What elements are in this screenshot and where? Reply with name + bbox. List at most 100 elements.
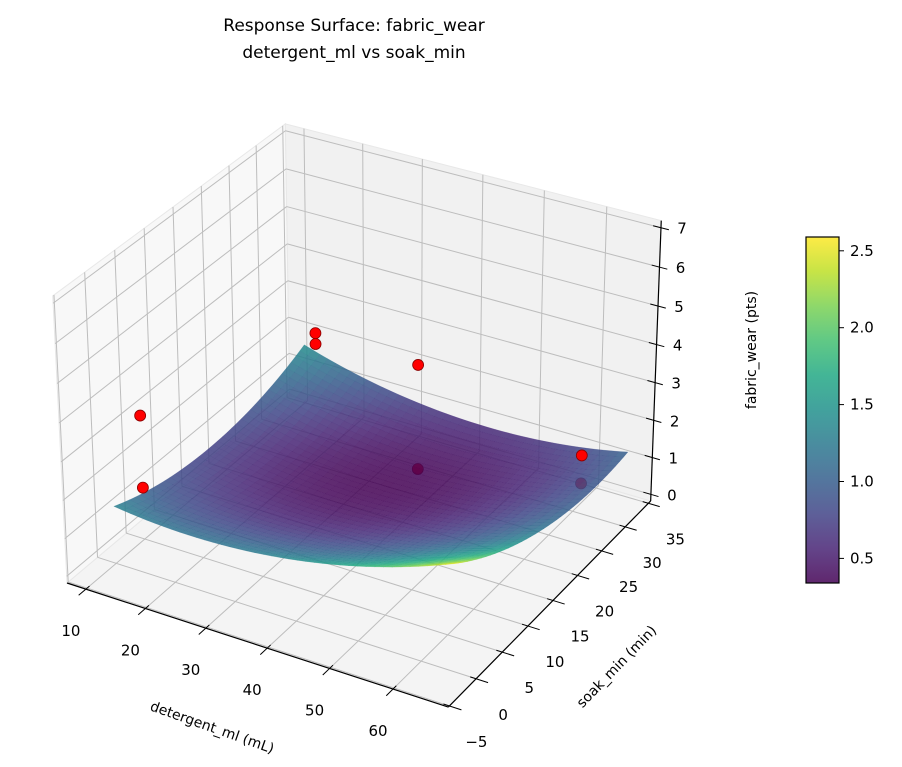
y-tick <box>521 623 540 631</box>
gridline-left-z <box>64 353 290 539</box>
surface-facet <box>598 470 613 476</box>
x-axis-label: detergent_ml (mL) <box>148 699 276 758</box>
z-tick <box>652 225 669 231</box>
z-tick-label: 0 <box>667 486 677 504</box>
colorbar-tick-label: 0.5 <box>850 549 874 567</box>
y-tick-label: 30 <box>643 554 662 572</box>
gridline-left-z <box>60 280 289 463</box>
surface-facet <box>589 478 604 484</box>
colorbar-frame <box>805 236 840 584</box>
x-tick-label: 40 <box>243 681 262 699</box>
y-tick-label: 0 <box>498 706 508 724</box>
z-tick <box>645 417 662 423</box>
gridline-left-z <box>58 243 288 424</box>
z-tick-label: 5 <box>674 298 684 316</box>
y-tick <box>546 598 565 605</box>
gridline-left-z <box>56 206 287 384</box>
gridline-floor-y <box>97 556 477 680</box>
surface-facet <box>517 536 532 540</box>
z-tick <box>647 380 663 386</box>
surface-facet <box>602 465 617 471</box>
y-tick-label: 15 <box>570 628 589 646</box>
gridline-left-z <box>54 168 287 345</box>
chart-subtitle: detergent_ml vs soak_min <box>242 43 465 63</box>
surface-facet <box>513 538 527 542</box>
y-tick <box>642 501 660 508</box>
y-tick <box>619 524 637 531</box>
y-tick-label: 25 <box>619 578 638 596</box>
z-tick-label: 7 <box>677 220 687 238</box>
y-tick-label: 10 <box>545 653 564 671</box>
surface-facet <box>564 502 579 507</box>
colorbar-tick-label: 2.0 <box>850 319 874 337</box>
gridline-left-z <box>62 316 289 501</box>
z-tick-label: 3 <box>671 375 681 393</box>
x-tick <box>259 644 271 655</box>
colorbar-fill <box>806 237 839 583</box>
scatter-point <box>136 481 149 494</box>
x-tick <box>198 624 210 635</box>
gridline-back-z <box>288 316 654 421</box>
y-axis-line <box>447 500 652 708</box>
surface-facet <box>444 562 459 565</box>
colorbar: 0.5 1.0 1.5 2.0 2.5 <box>805 236 874 584</box>
gridline-back-z <box>285 130 662 229</box>
gridline-floor-x <box>392 485 599 690</box>
response-surface <box>113 344 629 568</box>
surface-facet <box>468 557 482 560</box>
x-tick-label: 10 <box>61 622 80 640</box>
scatter-points-front <box>134 327 588 494</box>
y-tick <box>571 573 590 580</box>
x-tick <box>78 585 90 596</box>
surface-facet <box>547 516 562 520</box>
y-tick <box>443 703 462 711</box>
colorbar-tick-label: 1.5 <box>850 396 874 414</box>
y-tick-label: 35 <box>666 530 685 548</box>
z-axis-label: fabric_wear (pts) <box>744 291 760 409</box>
surface-facet <box>530 528 545 532</box>
gridline-floor-y <box>126 532 503 653</box>
z-tick-label: 2 <box>670 412 680 430</box>
x-tick-label: 50 <box>305 701 324 719</box>
gridline-back-z <box>286 206 659 307</box>
gridline-back-z <box>285 168 660 268</box>
gridline-back-z <box>287 280 656 384</box>
z-tick <box>648 341 665 348</box>
x-tick-label: 30 <box>181 661 200 679</box>
x-tick <box>385 685 397 697</box>
colorbar-tick-label: 1.0 <box>850 473 874 491</box>
gridline-floor-y <box>68 581 450 707</box>
gridline-left-z <box>52 130 286 304</box>
scatter-point <box>412 359 425 371</box>
x-tick <box>137 605 150 616</box>
z-tick-label: 6 <box>676 259 686 277</box>
z-tick <box>644 454 661 461</box>
surface-facet <box>610 456 625 462</box>
z-tick-label: 1 <box>669 450 679 468</box>
z-tick-label: 4 <box>673 337 683 355</box>
chart-title: Response Surface: fabric_wear <box>223 16 484 36</box>
surface-facet <box>560 505 575 511</box>
z-tick <box>650 303 666 309</box>
z-tick <box>651 264 668 270</box>
y-tick <box>470 676 489 684</box>
x-tick-label: 60 <box>368 722 387 740</box>
scatter-point <box>309 327 322 340</box>
gridline-back-z <box>287 243 657 346</box>
surface-facet <box>472 556 487 559</box>
surface-facet <box>581 487 596 492</box>
surface-facet <box>504 543 518 547</box>
surface-facet <box>538 522 554 527</box>
surface-facet <box>551 512 567 517</box>
scatter-point <box>575 449 588 462</box>
x-tick-label: 20 <box>121 642 140 660</box>
z-tick <box>643 491 659 498</box>
x-axis-line <box>66 582 449 708</box>
surface-facet <box>463 559 478 561</box>
y-tick-label: −5 <box>465 733 487 751</box>
scatter-point <box>309 338 322 350</box>
surface-facet <box>577 491 592 496</box>
x-tick <box>322 664 334 676</box>
